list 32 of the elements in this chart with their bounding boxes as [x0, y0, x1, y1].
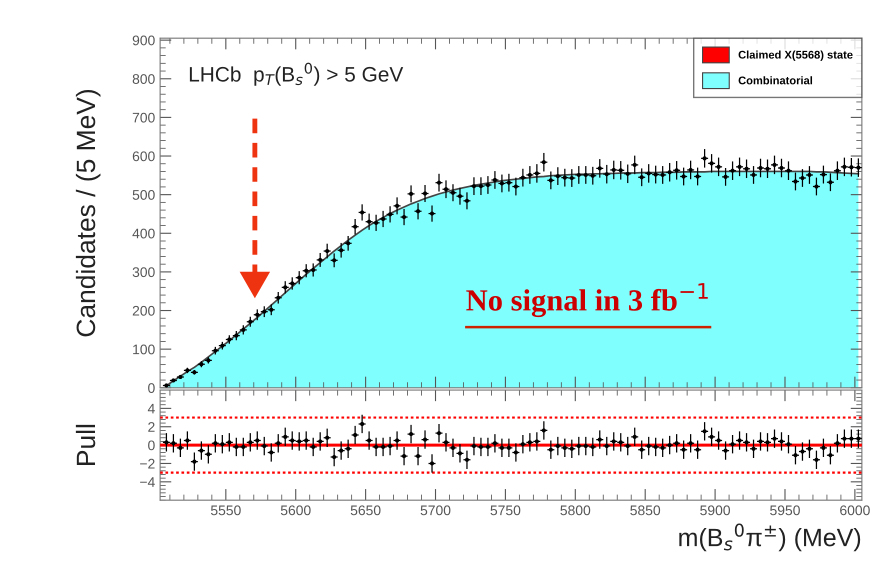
annotation: No signal in 3 fb$^{−1}$: [466, 283, 708, 318]
x-tick-label: 5750: [490, 505, 520, 516]
y-tick-label: 300: [132, 267, 155, 278]
y-tick-label: 100: [133, 344, 155, 354]
x-tick-label: 5550: [210, 505, 241, 516]
y-tick-label: 700: [132, 112, 155, 123]
y-tick-label: 500: [132, 190, 155, 200]
legend-label: Claimed X(5568) state: [738, 50, 853, 61]
y-axis-title: Pull: [76, 424, 96, 465]
y-axis-title: Candidates / (5 MeV): [76, 90, 100, 336]
x-tick-label: 5600: [280, 505, 311, 516]
y-tick-label: 600: [132, 151, 155, 162]
y-tick-label: 400: [132, 228, 155, 238]
y-tick-label: 2: [148, 422, 155, 432]
legend-label: Combinatorial: [738, 76, 812, 84]
x-tick-label: 5900: [700, 505, 730, 516]
x-tick-label: 5650: [350, 505, 381, 516]
y-tick-label: 800: [132, 74, 155, 84]
y-tick-label: 900: [132, 35, 155, 46]
annotation: LHCb p$_{T}$(B$_{s}$$^{0}$) > 5 GeV: [190, 62, 404, 86]
y-tick-label: 200: [132, 306, 155, 316]
x-tick-label: 5850: [630, 505, 660, 516]
y-tick-label: −2: [140, 458, 155, 468]
x-tick-label: 5800: [560, 505, 590, 516]
x-axis-title: m(B$_{s}$$^{0}$π$^{±}$) (MeV): [679, 524, 860, 552]
x-tick-label: 6000: [840, 505, 870, 516]
y-tick-label: 0: [148, 383, 155, 393]
y-tick-label: 0: [148, 440, 155, 450]
x-tick-label: 5950: [770, 505, 800, 516]
x-tick-label: 5700: [420, 505, 450, 516]
y-tick-label: −4: [140, 477, 155, 487]
y-tick-label: 4: [148, 404, 155, 414]
